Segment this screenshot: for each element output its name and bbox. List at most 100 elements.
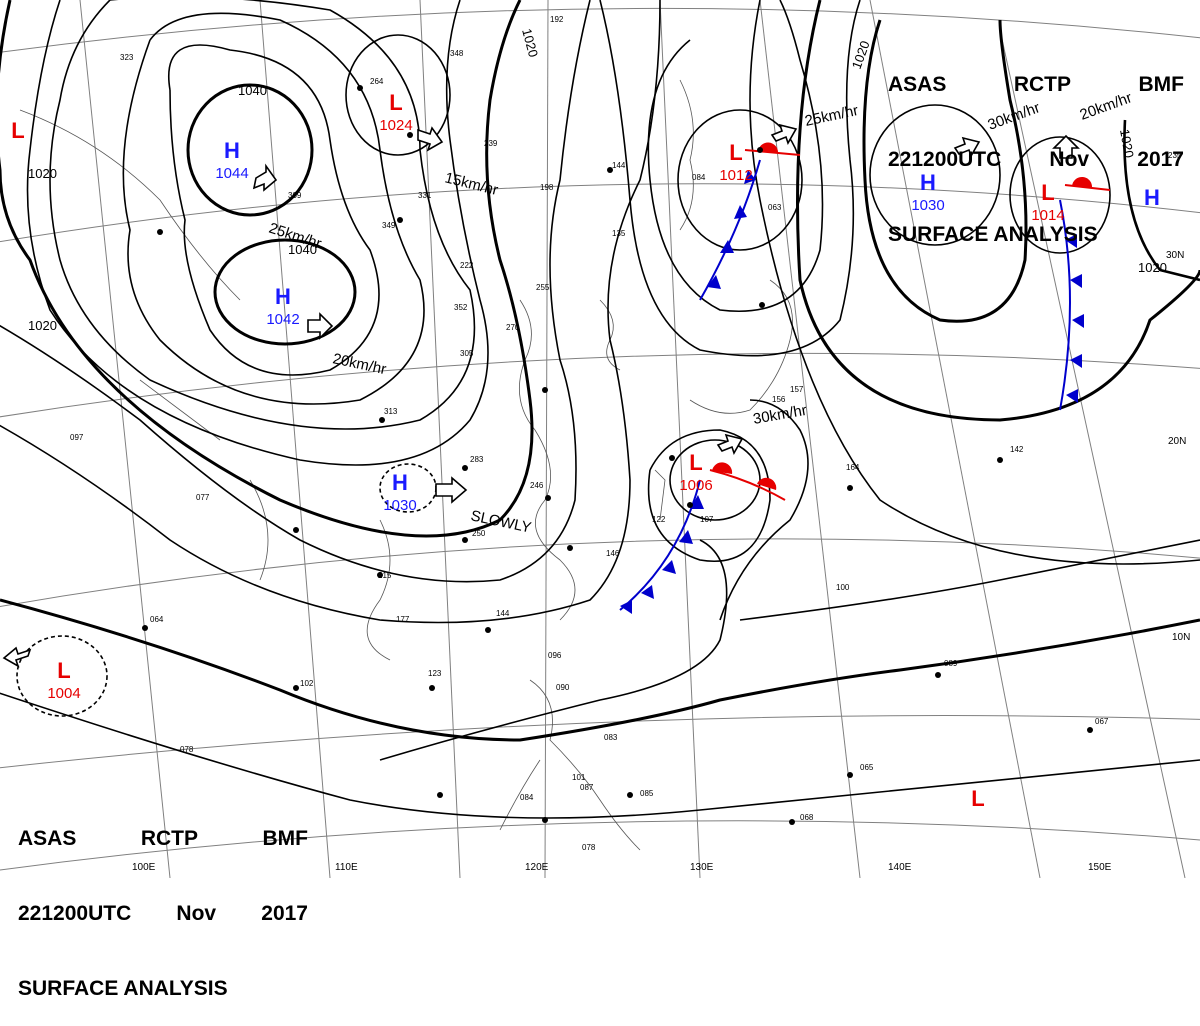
- station-pressure-value: 331: [418, 191, 432, 200]
- isobar-value-label: 1020: [28, 318, 57, 333]
- station-pressure-value: 102: [300, 679, 314, 688]
- title-line-1: ASAS RCTP BMF: [888, 72, 1184, 97]
- station-pressure-value: 085: [640, 789, 654, 798]
- station-pressure-value: 164: [846, 463, 860, 472]
- title-block-bottom: ASAS RCTP BMF 221200UTC Nov 2017 SURFACE…: [18, 776, 308, 1026]
- longitude-label: 110E: [335, 862, 358, 873]
- low-pressure-marker: L: [1041, 180, 1054, 205]
- station-pressure-value: 192: [550, 15, 564, 24]
- title-line-2: 221200UTC Nov 2017: [888, 147, 1184, 172]
- central-pressure-label: 1042: [266, 311, 299, 328]
- isobar-value-label: 1020: [28, 166, 57, 181]
- longitude-label: 120E: [525, 862, 549, 873]
- station-pressure-value: 283: [470, 455, 484, 464]
- station-pressure-value: 348: [450, 49, 464, 58]
- grid-labels: 100E 110E 120E 130E 140E 150E 30N 20N 10N: [132, 250, 1190, 873]
- station-pressure-value: 090: [556, 683, 570, 692]
- station-pressure-value: 222: [460, 261, 474, 270]
- title-line-3: SURFACE ANALYSIS: [888, 223, 1098, 246]
- title-agency: ASAS: [18, 827, 77, 850]
- longitude-label: 130E: [690, 862, 714, 873]
- station-pressure-value: 067: [1095, 717, 1109, 726]
- station-pressure-value: 078: [180, 745, 194, 754]
- station-pressure-value: 101: [572, 773, 586, 782]
- station-pressure-value: 313: [384, 407, 398, 416]
- low-pressure-marker: L: [971, 786, 984, 811]
- station-pressure-value: 246: [530, 481, 544, 490]
- central-pressure-label: 1012: [719, 167, 752, 184]
- central-pressure-label: 1014: [1031, 207, 1064, 224]
- motion-speed-label: 20km/hr: [331, 350, 388, 378]
- station-pressure-value: 177: [396, 615, 410, 624]
- station-pressure-value: 084: [692, 173, 706, 182]
- station-pressure-value: 215: [378, 571, 392, 580]
- station-pressure-value: 156: [772, 395, 786, 404]
- high-pressure-marker: H: [1144, 185, 1160, 210]
- longitude-label: 140E: [888, 862, 912, 873]
- station-pressure-value: 270: [506, 323, 520, 332]
- longitude-label: 150E: [1088, 862, 1112, 873]
- station-pressure-value: 305: [460, 349, 474, 358]
- isobar-value-label: 1040: [238, 83, 267, 98]
- station-pressure-value: 123: [428, 669, 442, 678]
- station-pressure-value: 135: [612, 229, 626, 238]
- title-month: Nov: [1049, 148, 1090, 171]
- station-pressure-value: 144: [612, 161, 626, 170]
- station-pressure-value: 250: [472, 529, 486, 538]
- title-line-1: ASAS RCTP BMF: [18, 826, 308, 851]
- central-pressure-label: 1030: [383, 497, 416, 514]
- low-pressure-marker: L: [689, 450, 702, 475]
- station-pressure-value: 146: [606, 549, 620, 558]
- low-pressure-marker: L: [389, 90, 402, 115]
- station-symbols: [142, 85, 1093, 825]
- central-pressure-label: 1024: [379, 117, 412, 134]
- station-pressure-value: 235: [1168, 151, 1182, 160]
- title-agency: ASAS: [888, 73, 947, 96]
- pressure-systems: H 1044 H 1042 H 1030 H 1030 H L 1024 L 1012 L 1006 L 101…: [11, 90, 1160, 811]
- isobar-value-label: 1020: [1138, 260, 1167, 275]
- title-bureau: BMF: [1138, 73, 1185, 96]
- latitude-label: 10N: [1172, 632, 1190, 643]
- station-pressure-value: 349: [382, 221, 396, 230]
- title-time: 221200UTC: [888, 148, 1002, 171]
- title-year: 2017: [261, 902, 308, 925]
- motion-arrows: [2, 123, 1080, 668]
- station-pressure-value: 157: [790, 385, 804, 394]
- longitude-label: 100E: [132, 862, 156, 873]
- station-pressure-value: 107: [700, 515, 714, 524]
- high-pressure-marker: H: [224, 138, 240, 163]
- station-pressure-value: 100: [836, 583, 850, 592]
- station-pressure-value: 352: [454, 303, 468, 312]
- station-pressure-value: 063: [768, 203, 782, 212]
- title-station: RCTP: [140, 827, 199, 850]
- station-pressure-value: 064: [150, 615, 164, 624]
- low-pressure-marker: L: [729, 140, 742, 165]
- station-numbers: 192 348 323 264 239 198 144 135 331 309 349 222 255 3…: [70, 15, 1182, 852]
- station-pressure-value: 239: [484, 139, 498, 148]
- station-pressure-value: 198: [540, 183, 554, 192]
- station-pressure-value: 144: [496, 609, 510, 618]
- low-pressure-marker: L: [57, 658, 70, 683]
- high-pressure-marker: H: [275, 284, 291, 309]
- warm-fronts: [709, 142, 1111, 501]
- station-pressure-value: 078: [582, 843, 596, 852]
- station-pressure-value: 264: [370, 77, 384, 86]
- low-pressure-marker: L: [11, 118, 24, 143]
- central-pressure-label: 1004: [47, 685, 80, 702]
- latitude-label: 20N: [1168, 436, 1186, 447]
- title-month: Nov: [176, 902, 217, 925]
- central-pressure-label: 1044: [215, 165, 248, 182]
- station-pressure-value: 309: [288, 191, 302, 200]
- isobar-value-label: 1020: [519, 27, 541, 59]
- station-pressure-value: 077: [196, 493, 210, 502]
- title-line-3: SURFACE ANALYSIS: [18, 977, 228, 1000]
- station-pressure-value: 122: [652, 515, 666, 524]
- title-year: 2017: [1137, 148, 1184, 171]
- graticule: [0, 0, 1200, 878]
- high-pressure-marker: H: [920, 170, 936, 195]
- station-pressure-value: 255: [536, 283, 550, 292]
- motion-speed-label: 30km/hr: [752, 402, 808, 428]
- coastlines: [19, 79, 793, 851]
- weather-map: 192 348 323 264 239 198 144 135 331 309 349 222 255 3…: [0, 0, 1200, 878]
- isobar-value-label: 1020: [1117, 128, 1137, 159]
